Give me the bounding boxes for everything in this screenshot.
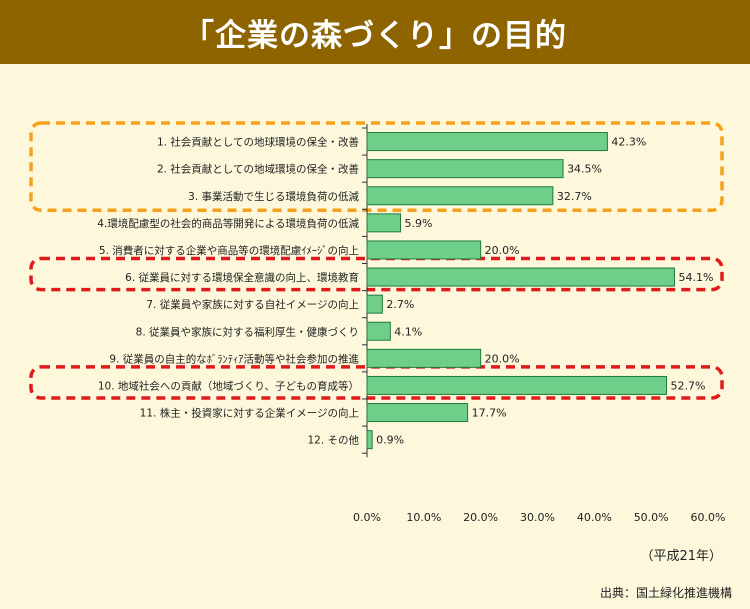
x-tick-label: 20.0% [463,511,498,524]
bar [366,267,675,287]
x-tick-label: 0.0% [353,511,381,524]
category-label: 2. 社会貢献としての地域環境の保全・改善 [157,163,359,176]
x-tick-label: 10.0% [406,511,441,524]
bar [366,240,482,260]
bar [366,430,373,450]
x-tick-label: 40.0% [577,511,612,524]
category-label: 5. 消費者に対する企業や商品等の環境配慮ｲﾒｰｼﾞの向上 [99,244,359,257]
bar [366,321,391,341]
title-banner: 「企業の森づくり」の目的 [0,0,750,64]
category-label: 9. 従業員の自主的なﾎﾞﾗﾝﾃｨｱ活動等や社会参加の推進 [109,352,359,365]
era-note: （平成21年） [640,549,722,564]
bar [366,375,668,395]
category-label: 7. 従業員や家族に対する自社イメージの向上 [146,298,359,311]
data-label: 2.7% [386,298,414,311]
bar [366,213,402,233]
data-label: 52.7% [671,379,706,392]
bar [366,348,482,368]
category-label: 3. 事業活動で生じる環境負荷の低減 [188,190,359,203]
page-title: 「企業の森づくり」の目的 [183,17,567,54]
category-label: 1. 社会貢献としての地球環境の保全・改善 [157,136,359,149]
category-label: 6. 従業員に対する環境保全意識の向上、環境教育 [125,271,359,284]
category-label: 4.環境配慮型の社会的商品等開発による環境負荷の低減 [97,217,359,230]
data-label: 42.3% [611,136,646,149]
x-tick-label: 60.0% [691,511,726,524]
bar [366,403,469,423]
x-tick-label: 30.0% [520,511,555,524]
bar [366,294,383,314]
data-label: 17.7% [472,407,507,420]
bar [366,159,564,179]
source-note: 出典：国土緑化推進機構 [599,586,732,600]
data-label: 20.0% [485,244,520,257]
data-label: 32.7% [557,190,592,203]
category-label: 11. 株主・投資家に対する企業イメージの向上 [140,407,359,420]
bar [366,132,608,152]
data-label: 34.5% [567,163,602,176]
data-label: 20.0% [485,352,520,365]
bar [366,186,554,206]
data-label: 0.9% [376,434,404,447]
x-tick-label: 50.0% [634,511,669,524]
category-label: 8. 従業員や家族に対する福利厚生・健康づくり [136,325,359,338]
highlight-box-1 [29,121,724,213]
data-label: 54.1% [678,271,713,284]
category-label: 12. その他 [307,434,359,447]
category-label: 10. 地域社会への貢献（地域づくり、子どもの育成等） [98,379,359,392]
data-label: 4.1% [394,325,422,338]
data-label: 5.9% [405,217,433,230]
